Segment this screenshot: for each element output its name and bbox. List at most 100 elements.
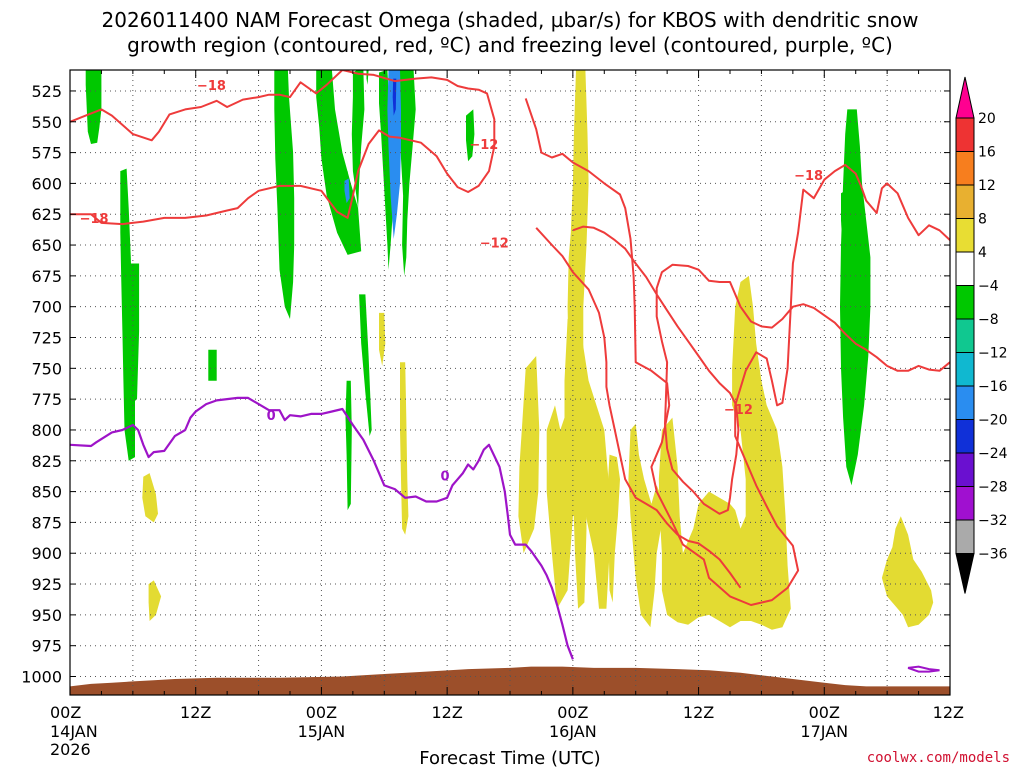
dgz-contour-label: −18 [794,169,823,184]
colorbar-top-arrow [955,76,975,119]
y-tick-label: 850 [31,483,62,502]
y-tick-label: 750 [31,359,62,378]
colorbar-label: 16 [978,145,996,161]
dgz-contour-label: −18 [197,79,226,94]
omega-rising-region [400,70,416,276]
colorbar-segment [955,285,975,320]
freezing-level-label: 0 [441,470,450,485]
omega-sinking-region [142,473,158,523]
y-tick-label: 550 [31,113,62,132]
x-date-label: 17JAN [800,722,848,741]
omega-very-strong-rising-region [392,78,397,116]
omega-sinking-region [379,312,386,366]
omega-sinking-region [148,580,162,621]
omega-rising-region [351,70,365,209]
colorbar-segment [955,251,975,286]
colorbar-segment [955,318,975,353]
x-tick-label: 12Z [180,703,211,722]
omega-sinking-region [607,454,620,603]
omega-sinking-region [628,423,662,628]
dgz-contour-label: −12 [480,237,509,252]
omega-rising-region [85,70,102,144]
y-tick-label: 825 [31,452,62,471]
x-date-label: 15JAN [298,722,346,741]
y-tick-label: 950 [31,606,62,625]
dgz-contour-label: −18 [80,212,109,227]
colorbar-label: 8 [978,212,987,228]
omega-shading [85,70,934,630]
x-date-label: 14JAN [50,722,98,741]
colorbar-segment [955,452,975,487]
contour-labels: −18 −12 −18 −12 −18 −12 0 0 [80,79,823,485]
dgz-contour-line [524,98,950,606]
colorbar-label: −8 [978,312,999,328]
dgz-contour-label: −12 [724,403,753,418]
colorbar-segment [955,151,975,186]
omega-rising-region [466,109,475,162]
dgz-contour-line [535,227,742,589]
colorbar-label: 4 [978,245,987,261]
colorbar-segment [955,419,975,454]
omega-strong-rising-region [387,70,401,239]
title-line-2: growth region (contoured, red, ºC) and f… [127,33,893,57]
colorbar-segment [955,486,975,521]
x-axis-label: Forecast Time (UTC) [419,748,600,768]
x-tick-label: 00Z [557,703,588,722]
colorbar: 20 16 12 8 4 −4 −8 −12 −16 −20 −24 −28 −32 −36 [955,76,1008,594]
colorbar-label: −12 [978,346,1008,362]
omega-rising-region [841,189,849,258]
x-tick-label: 00Z [306,703,337,722]
colorbar-label: −32 [978,513,1008,529]
x-tick-label: 12Z [933,703,964,722]
pressure-axis: 525 550 575 600 625 650 675 700 725 750 775 800 825 8… [21,82,950,687]
y-tick-label: 875 [31,513,62,532]
y-tick-label: 600 [31,174,62,193]
omega-rising-region [359,294,372,437]
colorbar-label: −36 [978,547,1008,563]
omega-sinking-region [881,516,934,628]
freezing-level-label: 0 [267,409,276,424]
y-tick-label: 575 [31,144,62,163]
y-tick-label: 925 [31,575,62,594]
colorbar-bottom-arrow [955,553,975,594]
colorbar-segment [955,184,975,219]
x-date-label: 16JAN [549,722,597,741]
x-tick-label: 12Z [431,703,462,722]
omega-sinking-region [546,312,610,609]
y-tick-label: 650 [31,236,62,255]
gridlines [70,70,950,695]
omega-sinking-region [518,356,540,554]
colorbar-segment [955,117,975,152]
colorbar-label: −16 [978,379,1008,395]
freezing-level-contour-small [907,665,940,673]
omega-rising-region [345,380,352,511]
omega-sinking-region [400,362,409,535]
y-tick-label: 775 [31,390,62,409]
plot-frame [69,69,951,696]
colorbar-label: −4 [978,279,999,295]
colorbar-label: −24 [978,446,1008,462]
title-line-1: 2026011400 NAM Forecast Omega (shaded, µ… [102,8,919,32]
y-tick-label: 800 [31,421,62,440]
omega-rising-region [366,70,369,85]
credit-text: coolwx.com/models [867,750,1010,766]
y-tick-label: 700 [31,298,62,317]
y-tick-label: 1000 [21,668,62,687]
contours [70,70,950,673]
omega-rising-region [208,349,217,381]
freezing-level-contour [70,396,574,660]
y-tick-label: 725 [31,329,62,348]
colorbar-label: −28 [978,480,1008,496]
dgz-contour-line [572,225,950,515]
y-tick-label: 900 [31,544,62,563]
colorbar-label: 12 [978,178,996,194]
y-tick-label: 525 [31,82,62,101]
colorbar-segment [955,352,975,387]
colorbar-label: 20 [978,111,996,127]
y-tick-label: 625 [31,205,62,224]
dgz-contour-label: −12 [469,138,498,153]
colorbar-segment [955,385,975,420]
colorbar-label: −20 [978,413,1008,429]
omega-rising-region [379,70,395,270]
